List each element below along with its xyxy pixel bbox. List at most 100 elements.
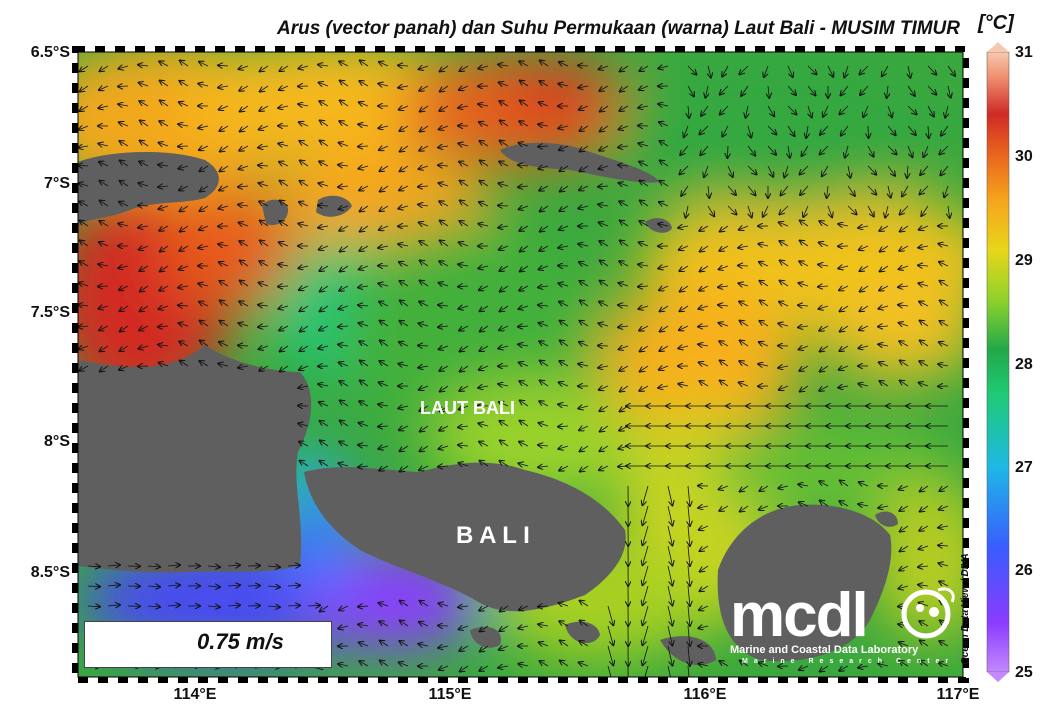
current-vector — [678, 226, 689, 228]
current-vector — [599, 146, 609, 151]
current-vector — [698, 344, 709, 346]
current-vector — [287, 585, 300, 586]
current-vector — [227, 585, 240, 586]
current-vector — [900, 525, 909, 532]
current-vector — [659, 202, 669, 206]
current-vector — [499, 82, 509, 86]
current-vector — [538, 166, 549, 169]
current-vector — [419, 222, 429, 226]
current-vector — [667, 585, 672, 606]
current-vector — [298, 423, 309, 426]
current-vector — [460, 665, 469, 672]
current-vector — [499, 625, 509, 631]
current-vector — [319, 83, 329, 87]
current-vector — [440, 240, 449, 247]
current-vector — [540, 205, 549, 212]
current-vector — [559, 603, 569, 606]
current-vector — [640, 345, 649, 352]
current-vector — [781, 185, 789, 195]
current-vector — [907, 105, 917, 114]
current-vector — [267, 606, 280, 607]
current-vector — [722, 65, 729, 77]
current-vector — [658, 386, 669, 388]
current-vector — [660, 305, 669, 311]
current-vector — [420, 125, 429, 132]
current-vector — [580, 620, 589, 627]
current-vector — [259, 365, 269, 371]
current-vector — [300, 181, 309, 187]
current-vector — [918, 265, 929, 266]
current-vector — [339, 381, 349, 387]
current-vector — [519, 61, 529, 67]
current-vector — [578, 364, 589, 366]
current-vector — [667, 565, 672, 586]
current-vector — [200, 185, 209, 192]
current-vector — [880, 245, 889, 252]
current-vector — [800, 385, 809, 392]
current-vector — [720, 360, 729, 367]
current-vector — [667, 525, 672, 546]
current-vector — [578, 206, 589, 209]
current-vector — [860, 65, 869, 75]
scale-value: 0.75 m/s — [197, 629, 284, 654]
current-vector — [178, 124, 189, 126]
current-vector — [720, 105, 729, 115]
current-vector — [160, 100, 169, 107]
current-vector — [398, 406, 409, 408]
current-vector — [259, 346, 269, 349]
current-vector — [118, 86, 129, 87]
current-vector — [480, 625, 489, 632]
current-vector — [238, 205, 249, 206]
current-vector — [339, 61, 349, 66]
current-vector — [238, 366, 249, 368]
current-vector — [919, 226, 929, 230]
current-vector — [841, 85, 849, 95]
current-vector — [479, 202, 489, 206]
current-vector — [638, 306, 649, 309]
current-vector — [619, 261, 629, 267]
current-vector — [478, 386, 489, 388]
current-vector — [147, 566, 160, 567]
current-vector — [619, 201, 629, 207]
current-vector — [688, 605, 690, 626]
current-vector — [539, 81, 549, 87]
current-vector — [659, 366, 669, 370]
current-vector — [719, 266, 729, 269]
current-vector — [618, 326, 629, 327]
current-vector — [258, 165, 269, 166]
current-vector — [460, 365, 469, 372]
current-vector — [738, 246, 749, 248]
current-vector — [844, 65, 848, 77]
current-vector — [179, 186, 189, 190]
current-vector — [539, 661, 549, 667]
current-vector — [907, 125, 916, 135]
current-vector — [378, 246, 389, 248]
current-vector — [198, 246, 209, 248]
current-vector — [699, 381, 709, 387]
current-vector — [868, 125, 869, 138]
current-vector — [167, 585, 180, 586]
current-vector — [359, 186, 369, 191]
current-vector — [618, 305, 629, 306]
current-vector — [87, 586, 100, 587]
current-vector — [459, 406, 469, 410]
current-vector — [643, 645, 649, 665]
current-vector — [400, 620, 409, 627]
current-vector — [479, 345, 489, 351]
current-vector — [338, 345, 349, 347]
current-vector — [358, 305, 369, 306]
colorbar — [986, 42, 1010, 682]
current-vector — [699, 225, 709, 231]
current-vector — [267, 566, 280, 567]
current-vector — [420, 425, 429, 432]
current-vector — [688, 565, 690, 586]
current-vector — [339, 121, 349, 127]
current-vector — [898, 286, 909, 287]
current-vector — [298, 104, 309, 106]
current-vector — [579, 125, 589, 131]
current-vector — [840, 305, 849, 311]
current-vector — [688, 545, 690, 566]
current-vector — [520, 265, 529, 272]
current-vector — [519, 286, 529, 291]
current-vector — [100, 365, 109, 372]
